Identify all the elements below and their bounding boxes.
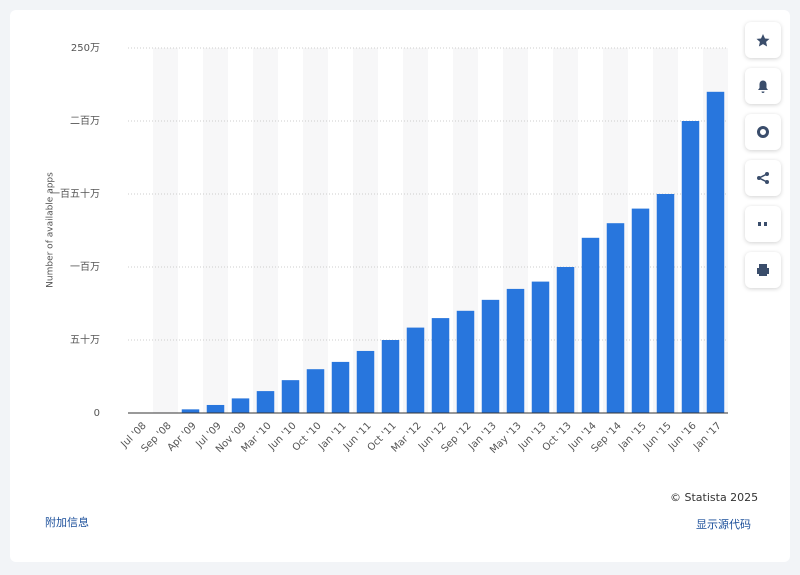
share-button[interactable] (745, 160, 781, 196)
bar (556, 267, 575, 413)
show-source[interactable]: 显示源代码 (696, 518, 751, 531)
bar (431, 318, 450, 413)
bar (306, 369, 325, 413)
copyright[interactable]: © Statista 2025 (670, 491, 759, 504)
band-shade (203, 48, 228, 413)
y-tick-label: 一百万 (70, 261, 100, 273)
bar (231, 398, 250, 413)
icon (758, 80, 768, 93)
y-axis-label: Number of available apps (46, 172, 56, 288)
y-tick-label: 二百万 (70, 115, 100, 127)
icon (757, 264, 769, 276)
bar (481, 299, 500, 413)
band-shade (253, 48, 278, 413)
bar (356, 350, 375, 413)
bar (181, 409, 200, 413)
icon (757, 172, 769, 184)
bar (456, 310, 475, 413)
x-tick-label: Jun '15 (641, 420, 674, 453)
y-tick-label: 0 (94, 408, 100, 419)
print-button[interactable] (745, 252, 781, 288)
favorite-button[interactable] (745, 22, 781, 58)
notify-button[interactable] (745, 68, 781, 104)
bar (406, 327, 425, 413)
band-shade (303, 48, 328, 413)
bar (706, 91, 725, 414)
x-tick-label: Jan '17 (691, 420, 724, 453)
icon (758, 222, 767, 226)
band-shade (153, 48, 178, 413)
bar (631, 208, 650, 413)
bar (506, 288, 525, 413)
bar (681, 121, 700, 413)
cite-button[interactable] (745, 206, 781, 242)
bar (281, 380, 300, 413)
bar (606, 223, 625, 413)
y-tick-label: 250万 (71, 43, 100, 54)
bar (656, 194, 675, 413)
bar (256, 391, 275, 413)
x-tick-label: Jun '16 (666, 420, 699, 453)
y-tick-label: 五十万 (70, 333, 100, 346)
icon (756, 34, 770, 47)
bar (581, 237, 600, 413)
bar (331, 361, 350, 413)
settings-button[interactable] (745, 114, 781, 150)
additional-info[interactable]: 附加信息 (45, 516, 89, 529)
bar (381, 340, 400, 413)
bar (206, 404, 225, 413)
bar (531, 281, 550, 413)
icon (757, 126, 769, 138)
y-tick-label: 一百五十万 (50, 187, 100, 200)
